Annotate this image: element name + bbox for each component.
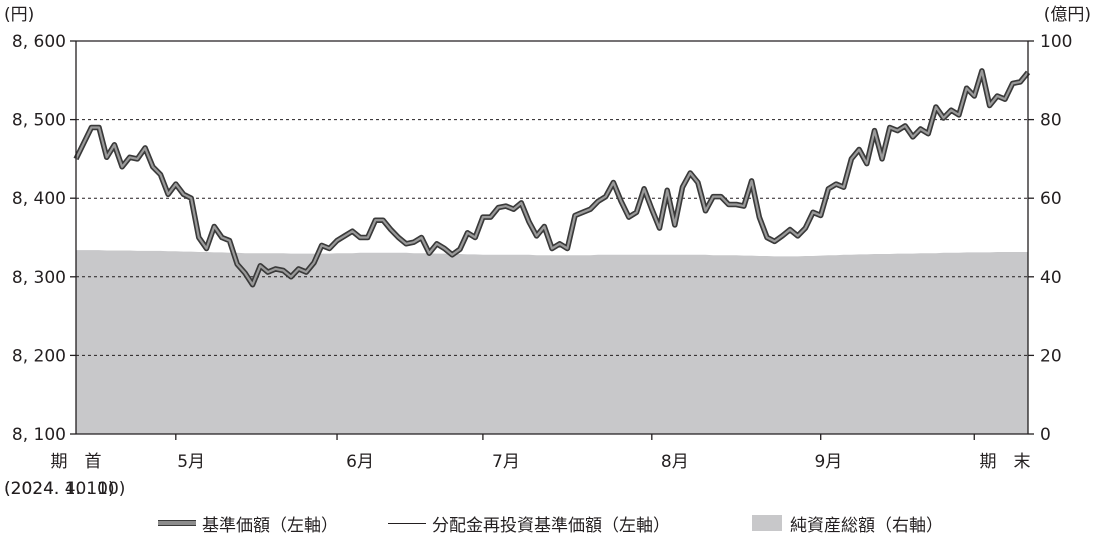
legend-label-reinvested-nav: 分配金再投資基準価額（左軸） [432,515,670,536]
x-tick-label: 7月 [492,452,520,472]
right-axis-unit: (億円) [1044,5,1091,25]
x-tick-label: 8月 [661,452,689,472]
left-axis-unit: (円) [4,5,34,25]
price-lines [73,68,1031,288]
x-tick-label: 6月 [346,452,374,472]
right-tick-label: 20 [1040,346,1062,366]
right-tick-label: 80 [1040,111,1062,131]
x-tick-label: 期 首 [51,452,102,472]
x-tick-label: 期 末 [979,452,1030,472]
right-tick-label: 40 [1040,268,1062,288]
x-date-label: (2024. 4. 10) [4,479,115,499]
legend-item-reinvested-nav: 分配金再投資基準価額（左軸） [388,510,670,536]
left-tick-label: 8, 100 [12,425,66,445]
legend-item-net-assets: 純資産総額（右軸） [752,510,943,536]
legend-swatch-thin-line [388,522,426,524]
net-assets-area-layer [76,250,1028,434]
chart: 8, 100 8, 200 8, 300 8, 400 8, 500 8, 600 0 20 4… [4,5,1091,499]
right-tick-label: 60 [1040,189,1062,209]
legend-swatch-thick-line [158,520,196,526]
gridlines [76,119,1028,356]
legend: 基準価額（左軸） 分配金再投資基準価額（左軸） 純資産総額（右軸） [0,510,1095,536]
left-tick-label: 8, 500 [12,111,66,131]
left-tick-label: 8, 400 [12,189,66,209]
left-tick-label: 8, 200 [12,346,66,366]
x-tick-label: 5月 [177,452,205,472]
legend-label-net-assets: 純資産総額（右軸） [790,515,943,536]
legend-swatch-area [752,515,782,531]
right-tick-label: 100 [1040,32,1072,52]
left-tick-label: 8, 300 [12,268,66,288]
x-tick-label: 9月 [814,452,842,472]
right-tick-label: 0 [1040,425,1051,445]
nav-line [75,69,1029,286]
net-assets-area [76,250,1028,434]
axes: 8, 100 8, 200 8, 300 8, 400 8, 500 8, 600 0 20 4… [4,32,1072,499]
x-date-label: (2024. 10. 10) [4,479,125,499]
legend-label-nav: 基準価額（左軸） [202,515,338,536]
legend-item-nav: 基準価額（左軸） [158,510,338,536]
left-tick-label: 8, 600 [12,32,66,52]
